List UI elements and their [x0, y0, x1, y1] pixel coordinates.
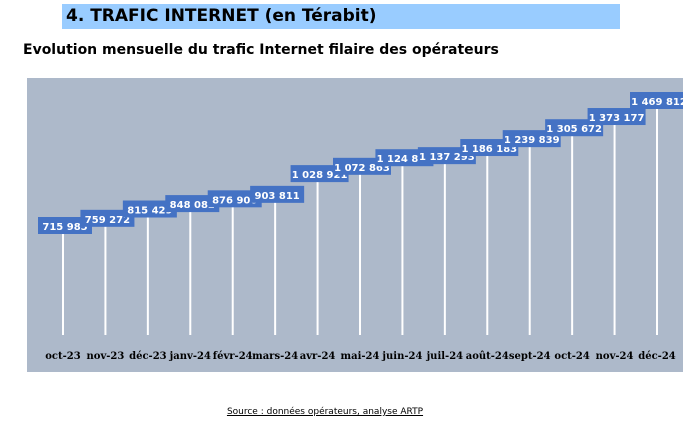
chart-title: Evolution mensuelle du trafic Internet f… — [23, 42, 499, 58]
data-label: 1 239 839 — [504, 135, 560, 146]
data-label-box — [630, 92, 683, 109]
data-label: 1 137 293 — [419, 152, 475, 163]
data-label-box — [122, 200, 177, 218]
data-label: 903 811 — [255, 191, 300, 202]
data-label: 715 985 — [42, 222, 87, 233]
data-label: 1 305 672 — [546, 124, 602, 135]
x-tick-label: oct-24 — [554, 351, 589, 362]
data-label: 1 373 177 — [589, 113, 645, 124]
data-label: 876 900 — [212, 195, 257, 206]
data-label-box — [207, 190, 262, 208]
x-tick-label: déc-23 — [129, 351, 167, 362]
data-label: 815 429 — [127, 206, 172, 217]
data-label: 1 072 863 — [334, 163, 390, 174]
section-title: 4. TRAFIC INTERNET (en Térabit) — [62, 4, 620, 29]
data-label-box — [165, 195, 220, 213]
x-tick-label: nov-24 — [596, 351, 634, 362]
data-label-box — [587, 108, 646, 126]
data-label: 1 028 921 — [292, 170, 348, 181]
data-label-box — [80, 209, 135, 227]
x-tick-label: févr-24 — [213, 351, 253, 362]
data-label: 848 082 — [170, 200, 215, 211]
x-tick-label: oct-23 — [45, 351, 80, 362]
x-tick-label: juil-24 — [426, 351, 464, 362]
data-label-box — [250, 185, 305, 203]
x-tick-label: avr-24 — [300, 351, 336, 362]
x-tick-label: juin-24 — [381, 351, 422, 362]
x-tick-label: déc-24 — [638, 351, 676, 362]
x-tick-label: sept-24 — [509, 351, 551, 362]
data-label: 1 124 880 — [377, 154, 433, 165]
x-tick-label: mars-24 — [252, 351, 298, 362]
data-label: 1 186 183 — [461, 144, 517, 155]
data-label: 1 469 812 — [631, 97, 683, 108]
data-label: 759 272 — [85, 215, 130, 226]
x-tick-label: mai-24 — [341, 351, 380, 362]
x-tick-label: janv-24 — [169, 351, 211, 362]
chart-plot: 715 985 oct-23 759 272 nov-23 815 429 déc-23 8… — [27, 78, 683, 372]
x-tick-label: août-24 — [466, 351, 509, 362]
x-tick-label: nov-23 — [87, 351, 125, 362]
data-label-box — [38, 217, 92, 234]
source-note: Source : données opérateurs, analyse ART… — [226, 407, 424, 417]
